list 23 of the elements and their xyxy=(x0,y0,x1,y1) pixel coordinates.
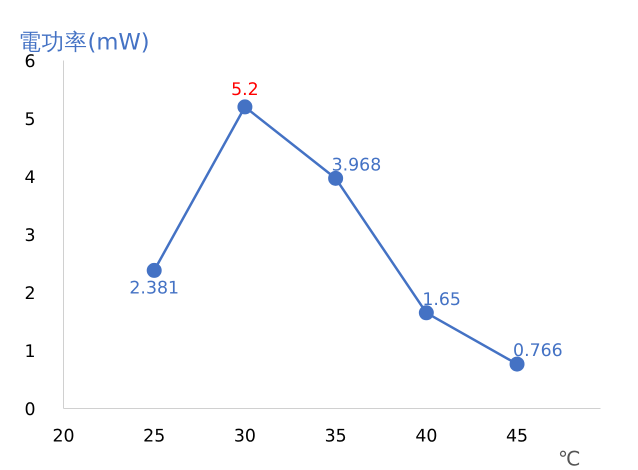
point xyxy=(146,262,162,278)
data-label: 1.65 xyxy=(422,290,461,310)
x-tick-label: 25 xyxy=(143,426,166,446)
y-tick-label: 0 xyxy=(24,400,36,420)
data-label: 0.766 xyxy=(513,341,563,362)
x-tick-label: 45 xyxy=(506,426,528,446)
x-tick-label: 40 xyxy=(415,426,438,446)
y-tick-label: 2 xyxy=(24,284,36,304)
x-axis-title: ℃ xyxy=(558,446,581,470)
x-tick-label: 35 xyxy=(324,426,347,446)
y-tick-label: 5 xyxy=(24,110,36,130)
y-tick-label: 1 xyxy=(24,342,36,362)
point xyxy=(237,99,252,114)
point xyxy=(418,305,434,320)
y-tick-label: 4 xyxy=(24,168,36,188)
x-tick-label: 30 xyxy=(234,426,256,446)
annotation: 5.2 xyxy=(231,80,259,100)
data-label: 2.381 xyxy=(129,278,180,298)
data-label: 3.968 xyxy=(332,155,382,176)
y-tick-label: 3 xyxy=(24,226,36,246)
x-tick-label: 20 xyxy=(52,426,75,446)
point xyxy=(510,356,525,372)
point xyxy=(328,170,344,186)
